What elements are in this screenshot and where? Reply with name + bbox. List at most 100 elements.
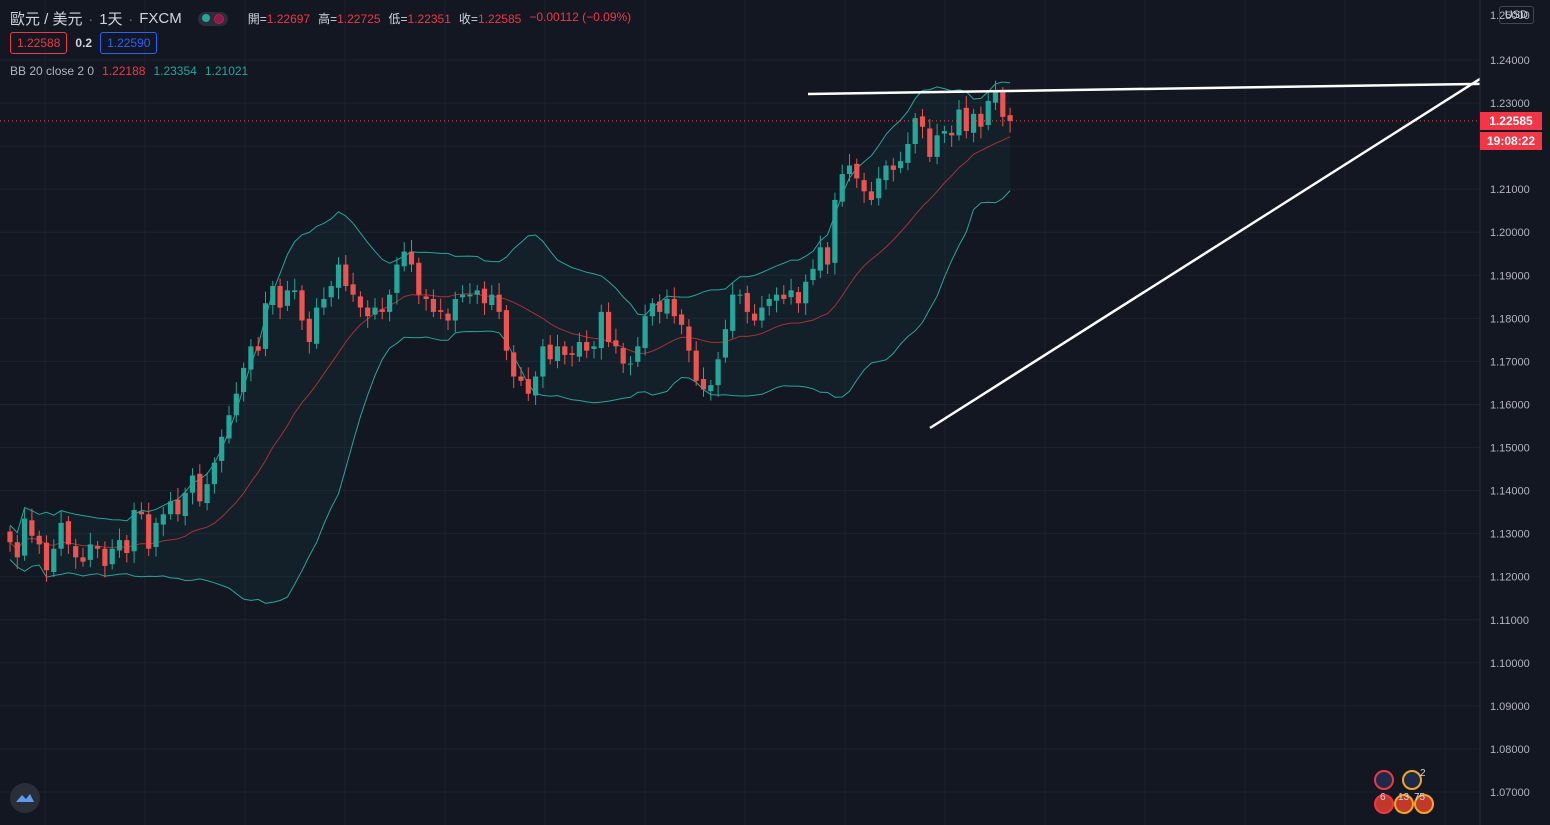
candle-body[interactable]	[803, 281, 809, 304]
candle-body[interactable]	[912, 118, 918, 144]
sell-button[interactable]: 1.22588	[10, 32, 68, 54]
candle-body[interactable]	[627, 363, 634, 365]
candle-body[interactable]	[226, 415, 232, 439]
candle-body[interactable]	[36, 535, 42, 545]
trendlines[interactable]	[807, 68, 1539, 430]
candle-body[interactable]	[934, 135, 940, 157]
candle-body[interactable]	[1000, 92, 1006, 117]
candle-body[interactable]	[503, 310, 509, 351]
candle-body[interactable]	[328, 286, 334, 298]
candle-body[interactable]	[606, 311, 612, 343]
candle-body[interactable]	[598, 311, 604, 349]
candle-body[interactable]	[124, 540, 130, 554]
candle-body[interactable]	[700, 379, 707, 390]
candle-body[interactable]	[219, 436, 225, 461]
candle-body[interactable]	[175, 499, 181, 515]
candle-body[interactable]	[65, 521, 71, 545]
candle-body[interactable]	[306, 318, 312, 343]
support-trendline[interactable]	[929, 68, 1495, 430]
market-status-toggle[interactable]	[197, 11, 228, 26]
interval[interactable]: 1天	[99, 11, 123, 28]
candle-body[interactable]	[197, 473, 203, 502]
candle-body[interactable]	[576, 342, 582, 357]
candle-body[interactable]	[854, 163, 860, 179]
candle-body[interactable]	[335, 264, 342, 288]
candle-body[interactable]	[452, 298, 458, 321]
candle-body[interactable]	[496, 294, 502, 312]
candle-body[interactable]	[95, 546, 101, 549]
candle-body[interactable]	[408, 251, 415, 265]
candle-body[interactable]	[861, 180, 867, 192]
candles[interactable]	[7, 80, 1013, 582]
economic-events[interactable]: 2 6 13 75	[1372, 768, 1442, 820]
candle-body[interactable]	[744, 292, 750, 312]
candle-body[interactable]	[423, 296, 429, 299]
candle-body[interactable]	[883, 165, 889, 181]
candle-body[interactable]	[839, 174, 845, 202]
candle-body[interactable]	[350, 284, 356, 295]
candle-body[interactable]	[992, 92, 999, 103]
candle-body[interactable]	[846, 165, 853, 175]
candle-body[interactable]	[817, 247, 823, 271]
candle-body[interactable]	[708, 385, 714, 392]
event-earth-icon[interactable]	[1402, 770, 1422, 790]
candle-body[interactable]	[591, 346, 597, 349]
candle-body[interactable]	[985, 100, 991, 126]
candle-body[interactable]	[255, 346, 261, 351]
candle-body[interactable]	[649, 303, 655, 317]
candle-body[interactable]	[956, 109, 962, 136]
candle-body[interactable]	[876, 178, 882, 199]
candle-body[interactable]	[357, 296, 363, 308]
candle-body[interactable]	[511, 352, 517, 377]
candle-body[interactable]	[795, 292, 801, 304]
tradingview-logo-icon[interactable]	[10, 783, 40, 813]
candle-body[interactable]	[569, 353, 575, 355]
candle-body[interactable]	[401, 251, 407, 267]
candle-body[interactable]	[905, 143, 911, 163]
candle-body[interactable]	[971, 113, 977, 133]
candle-body[interactable]	[978, 113, 984, 127]
indicator-legend[interactable]: BB 20 close 2 0 1.22188 1.23354 1.21021	[10, 64, 248, 78]
candle-body[interactable]	[759, 307, 765, 321]
candle-body[interactable]	[752, 313, 758, 321]
candle-body[interactable]	[138, 511, 144, 515]
candle-body[interactable]	[868, 191, 874, 200]
candle-body[interactable]	[445, 313, 451, 321]
candle-body[interactable]	[182, 492, 188, 516]
candle-body[interactable]	[686, 326, 692, 351]
candle-body[interactable]	[832, 199, 838, 263]
candle-body[interactable]	[262, 303, 269, 349]
candle-body[interactable]	[1007, 115, 1013, 121]
candle-body[interactable]	[766, 298, 772, 306]
candle-body[interactable]	[963, 107, 969, 132]
buy-button[interactable]: 1.22590	[100, 32, 158, 54]
candle-body[interactable]	[898, 161, 904, 169]
candle-body[interactable]	[29, 520, 35, 536]
candle-body[interactable]	[58, 522, 64, 549]
candle-body[interactable]	[613, 340, 619, 347]
candle-body[interactable]	[620, 348, 626, 364]
candle-body[interactable]	[277, 286, 283, 308]
candle-body[interactable]	[562, 346, 568, 355]
candle-body[interactable]	[927, 128, 933, 157]
candle-body[interactable]	[430, 298, 436, 312]
candle-body[interactable]	[533, 376, 539, 396]
candle-body[interactable]	[540, 346, 546, 377]
candle-body[interactable]	[204, 484, 210, 504]
candle-body[interactable]	[715, 359, 721, 386]
candle-body[interactable]	[343, 264, 349, 287]
candle-body[interactable]	[233, 393, 239, 416]
candle-body[interactable]	[525, 379, 531, 394]
candle-body[interactable]	[387, 294, 393, 312]
candle-body[interactable]	[73, 546, 79, 558]
candle-body[interactable]	[664, 298, 670, 314]
candle-body[interactable]	[292, 290, 298, 293]
candle-body[interactable]	[241, 367, 247, 392]
resistance-trendline[interactable]	[807, 81, 1539, 96]
candle-body[interactable]	[788, 290, 794, 298]
candle-body[interactable]	[51, 548, 57, 572]
candle-body[interactable]	[146, 514, 152, 549]
candle-body[interactable]	[474, 290, 480, 295]
candle-body[interactable]	[642, 316, 648, 349]
candle-body[interactable]	[299, 290, 305, 321]
